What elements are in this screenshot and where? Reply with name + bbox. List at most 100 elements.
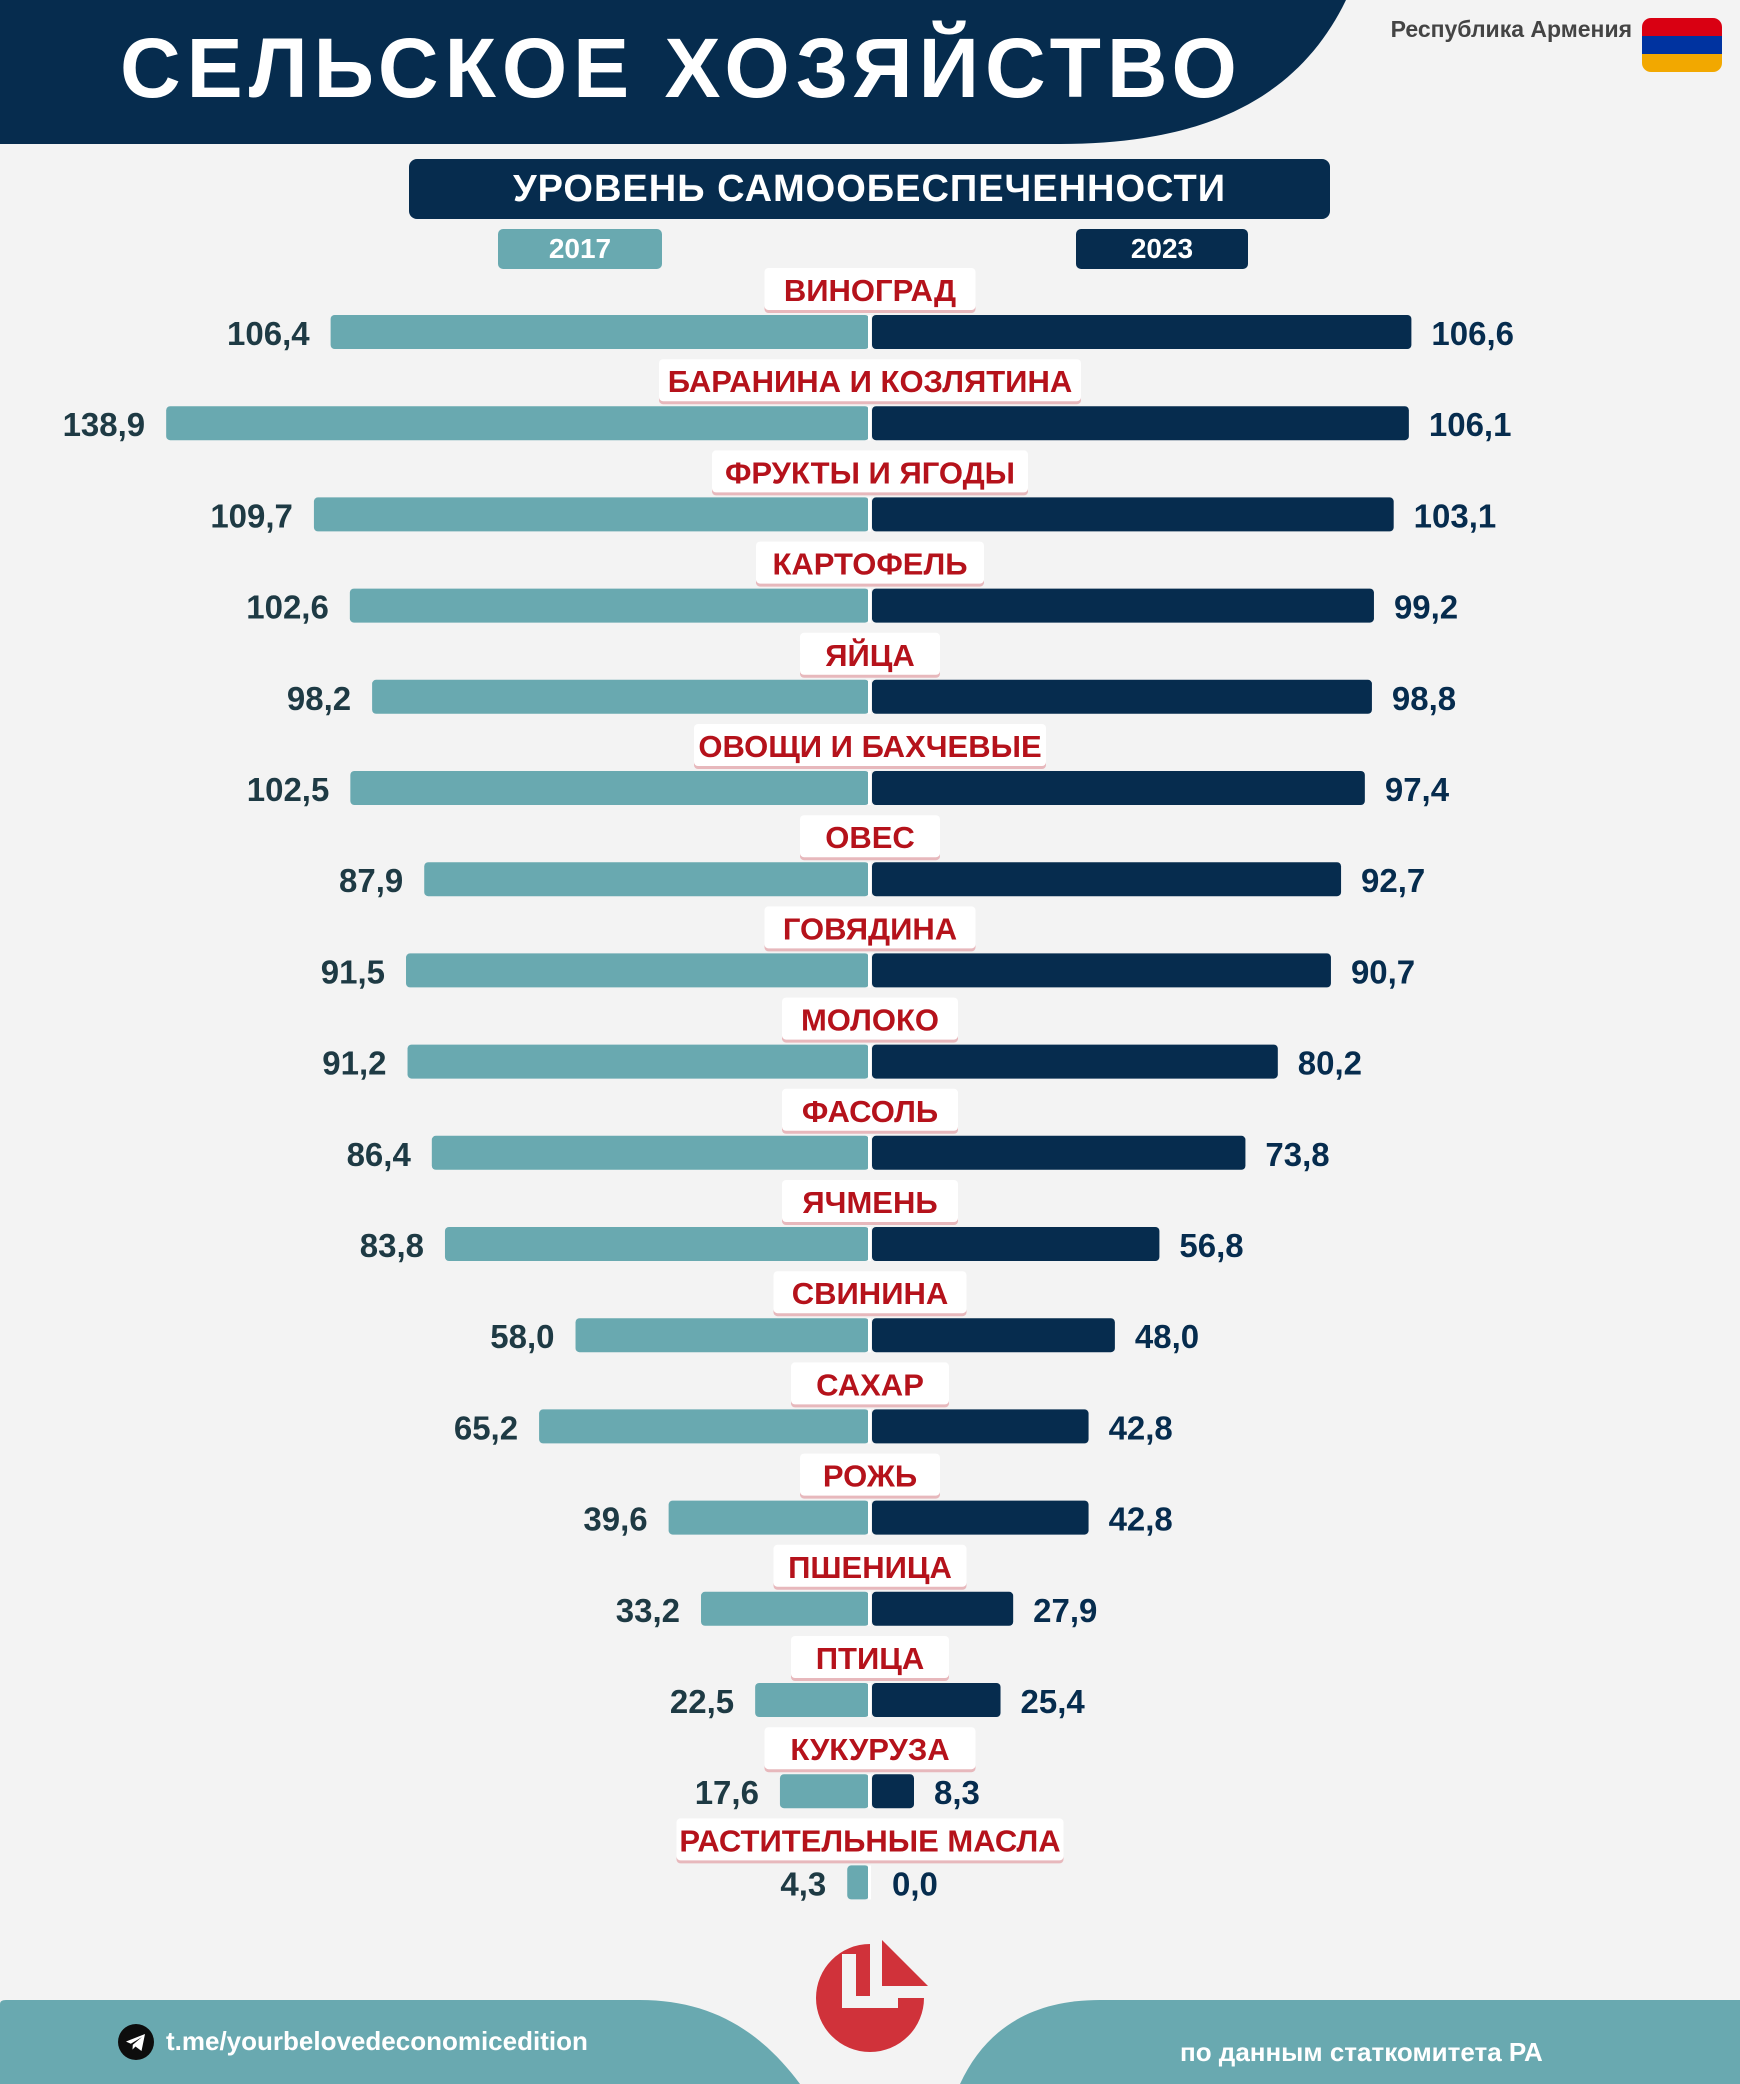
category-pill [712, 450, 1028, 493]
center-divider [868, 862, 871, 897]
bar-2023 [872, 1500, 1089, 1535]
flag-stripe-orange [1642, 54, 1722, 72]
bar-2017 [779, 1774, 869, 1809]
category-pill [782, 997, 958, 1040]
bar-2017 [330, 315, 870, 349]
category-label: РАСТИТЕЛЬНЫЕ МАСЛА [679, 1823, 1060, 1858]
category-pill [694, 724, 1046, 766]
category-label: ГОВЯДИНА [783, 911, 957, 946]
flag-stripe-blue [1642, 36, 1722, 54]
value-label-2023: 92,7 [1361, 862, 1425, 899]
bar-2017 [350, 771, 870, 805]
footer-band [0, 2000, 1740, 2084]
category-label: ВИНОГРАД [784, 273, 956, 308]
center-divider [868, 1044, 871, 1079]
category-label: СВИНИНА [792, 1276, 949, 1311]
bar-2017 [755, 1683, 869, 1717]
data-source-note: по данным статкомитета РА [1180, 2037, 1543, 2067]
bar-2023 [872, 497, 1394, 532]
bar-2023 [872, 1135, 1246, 1170]
category-label: ПТИЦА [816, 1641, 925, 1676]
bar-2017 [406, 953, 869, 988]
value-label-2023: 99,2 [1394, 589, 1458, 626]
center-divider [868, 1227, 871, 1261]
category-pill [773, 1271, 967, 1314]
center-divider [868, 1500, 871, 1535]
value-label-2023: 106,1 [1429, 406, 1512, 443]
value-label-2017: 22,5 [670, 1683, 734, 1720]
category-label: ПШЕНИЦА [788, 1550, 952, 1585]
legend-2017: 2017 [498, 229, 662, 269]
center-divider [868, 497, 871, 532]
center-divider [868, 1865, 871, 1900]
value-label-2023: 56,8 [1179, 1227, 1243, 1264]
value-label-2023: 90,7 [1351, 953, 1415, 990]
center-divider [868, 406, 871, 441]
value-label-2017: 83,8 [360, 1227, 424, 1264]
category-pill [764, 906, 976, 949]
bar-2017 [349, 588, 869, 623]
center-divider [868, 315, 871, 349]
center-divider [868, 1135, 871, 1170]
category-pill [800, 1453, 940, 1496]
bar-2017 [668, 1500, 869, 1535]
bar-2023 [872, 771, 1365, 805]
bar-2017 [424, 862, 869, 897]
category-pill [791, 1636, 949, 1678]
value-label-2023: 97,4 [1385, 771, 1450, 808]
center-divider [868, 1774, 871, 1809]
value-label-2017: 33,2 [616, 1592, 680, 1629]
bar-2023 [872, 1774, 914, 1809]
category-pill [676, 1818, 1064, 1861]
bar-2017 [701, 1591, 869, 1626]
value-label-2023: 103,1 [1414, 497, 1497, 534]
value-label-2017: 65,2 [454, 1409, 518, 1446]
value-label-2023: 42,8 [1109, 1409, 1173, 1446]
bar-2023 [872, 588, 1374, 623]
center-divider [868, 953, 871, 988]
bar-2023 [872, 1044, 1278, 1079]
category-label: МОЛОКО [801, 1003, 939, 1038]
category-pill [659, 359, 1081, 402]
bar-2023 [872, 315, 1412, 349]
category-label: БАРАНИНА И КОЗЛЯТИНА [668, 364, 1072, 399]
center-divider [868, 1683, 871, 1717]
value-label-2017: 138,9 [63, 406, 146, 443]
value-label-2017: 98,2 [287, 680, 351, 717]
value-label-2017: 102,6 [246, 589, 329, 626]
bar-2017 [444, 1227, 869, 1261]
header-banner [0, 0, 1346, 144]
category-pill [756, 541, 984, 584]
category-pill [782, 1088, 958, 1131]
category-pill [764, 268, 976, 310]
center-divider [868, 1591, 871, 1626]
category-label: ОВЕС [825, 820, 915, 855]
value-label-2023: 73,8 [1265, 1136, 1329, 1173]
value-label-2023: 106,6 [1431, 315, 1514, 352]
telegram-link[interactable]: t.me/yourbelovedeconomicedition [166, 2026, 588, 2056]
value-label-2023: 48,0 [1135, 1318, 1199, 1355]
bar-2023 [872, 1409, 1089, 1444]
category-label: ФАСОЛЬ [802, 1094, 938, 1129]
bar-2017 [539, 1409, 869, 1444]
category-pill [791, 1362, 949, 1405]
value-label-2017: 17,6 [695, 1774, 759, 1811]
category-label: ОВОЩИ И БАХЧЕВЫЕ [698, 729, 1041, 764]
category-pill [764, 1727, 976, 1770]
country-label: Республика Армения [1390, 16, 1632, 42]
center-divider [868, 588, 871, 623]
value-label-2023: 42,8 [1109, 1501, 1173, 1538]
value-label-2017: 106,4 [227, 315, 310, 352]
legend-2023: 2023 [1076, 229, 1248, 269]
bar-2023 [872, 953, 1331, 988]
telegram-icon[interactable] [118, 2024, 154, 2060]
chart-title: УРОВЕНЬ САМООБЕСПЕЧЕННОСТИ [409, 159, 1330, 219]
bar-2017 [372, 679, 869, 714]
category-label: САХАР [816, 1367, 924, 1402]
value-label-2017: 109,7 [210, 497, 293, 534]
value-label-2017: 58,0 [490, 1318, 554, 1355]
bar-2023 [872, 862, 1342, 897]
page-title: СЕЛЬСКОЕ ХОЗЯЙСТВО [120, 21, 1243, 115]
bar-2023 [872, 1318, 1115, 1353]
bar-2017 [431, 1135, 869, 1170]
